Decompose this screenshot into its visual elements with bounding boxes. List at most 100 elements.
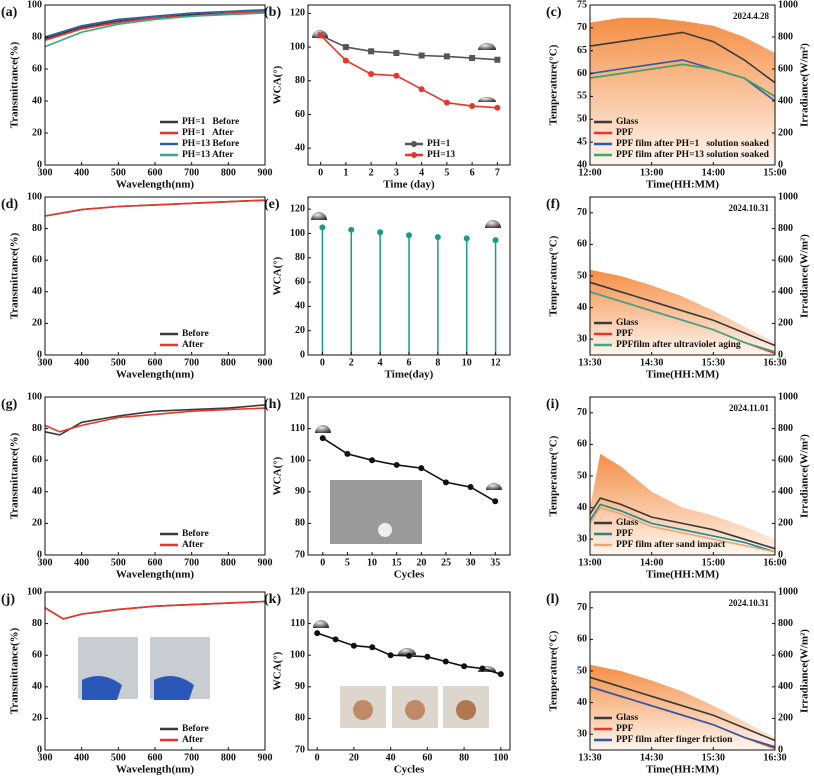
y-tick-label: 40 [577, 697, 587, 708]
y-tick-label: 100 [27, 191, 42, 202]
y-tick-label: 80 [32, 618, 42, 629]
y-tick-label: 30 [577, 533, 587, 544]
y-axis-label: Temperature(°C) [548, 235, 560, 316]
x-axis-label: Cycles [394, 569, 425, 581]
x-tick-label: 6 [407, 357, 412, 368]
x-tick-label: 500 [111, 752, 126, 763]
legend-label: PPF [616, 329, 634, 339]
y-tick-label: 120 [290, 586, 305, 597]
x-tick-label: 14:30 [640, 752, 663, 763]
y-tick-label: 70 [577, 407, 587, 418]
droplet-icon [486, 483, 502, 490]
panel: 13:30 14:30 15:30 16:30 30 40 50 60 70 0 200 400 600… [546, 191, 811, 380]
x-axis-label: Wavelength(nm) [116, 569, 195, 581]
y-tick-label: 55 [577, 91, 587, 102]
marker [344, 450, 351, 457]
y-axis-label: WCA(°) [272, 456, 284, 495]
decorations [78, 30, 502, 728]
y-axis-label: Transmittance(%) [9, 432, 21, 519]
y-tick-label: 30 [577, 333, 587, 344]
y-tick-label: 100 [290, 41, 305, 52]
series-line [44, 404, 266, 436]
y-tick-label: 70 [577, 207, 587, 218]
y-tick-label: 40 [577, 302, 587, 313]
y-tick-label: 70 [577, 602, 587, 613]
plot-area [319, 224, 499, 355]
legend-marker [411, 152, 417, 158]
series-line [44, 12, 266, 48]
stem-head [434, 234, 441, 241]
marker [424, 653, 431, 660]
x-tick-label: 800 [221, 167, 236, 178]
plot-area [314, 630, 504, 678]
y-tick-label: 90 [295, 486, 305, 497]
plot-area [44, 600, 266, 620]
marker [461, 663, 468, 670]
y-tick-label: 60 [32, 254, 42, 265]
x-tick-label: 7 [495, 167, 500, 178]
x-tick-label: 13:00 [640, 167, 663, 178]
y-tick-label: 0 [300, 349, 305, 360]
y-tick-label: 110 [291, 618, 305, 629]
stem-head [492, 237, 499, 244]
y-tick-label: 20 [32, 713, 42, 724]
legend-label: PPFfilm after ultraviolet aging [616, 340, 741, 350]
x-tick-label: 400 [74, 357, 89, 368]
y-tick-label: 40 [577, 502, 587, 513]
legend-label: PH=1 [427, 139, 451, 149]
plot-area [44, 199, 266, 217]
y2-tick-label: 600 [778, 649, 793, 660]
y2-tick-label: 1000 [778, 0, 798, 10]
x-tick-label: 600 [148, 557, 163, 568]
x-tick-label: 15:00 [702, 557, 725, 568]
y-tick-label: 80 [295, 518, 305, 529]
panel: 300 400 500 600 700 800 900 0 20 40 60 80 100 Wavelen… [1, 391, 273, 580]
y2-tick-label: 800 [778, 618, 793, 629]
marker [332, 636, 339, 643]
marker [443, 99, 450, 106]
marker [369, 457, 376, 464]
series-line [44, 600, 266, 620]
droplet-icon [398, 648, 416, 655]
series-line [589, 676, 776, 742]
x-tick-label: 800 [221, 557, 236, 568]
marker [418, 52, 425, 59]
y-tick-label: 20 [32, 127, 42, 138]
x-tick-label: 8 [435, 357, 440, 368]
x-tick-label: 700 [184, 167, 199, 178]
x-tick-label: 0 [320, 357, 325, 368]
series-line [44, 9, 266, 38]
x-tick-label: 5 [345, 557, 350, 568]
y-tick-label: 100 [290, 454, 305, 465]
x-tick-label: 15 [392, 557, 402, 568]
legend-label: PH=13 After [182, 150, 234, 160]
x-tick-label: 25 [441, 557, 451, 568]
legend-label: PPF film after PH=1 solution soaked [616, 139, 770, 149]
y-tick-label: 60 [577, 634, 587, 645]
y2-tick-label: 600 [778, 454, 793, 465]
marker [369, 644, 376, 651]
y-axis-label: WCA(°) [272, 65, 284, 104]
legend-label: Glass [616, 117, 638, 127]
x-tick-label: 500 [111, 557, 126, 568]
y-tick-label: 120 [290, 391, 305, 402]
y-tick-label: 40 [295, 142, 305, 153]
panel-label: (i) [546, 397, 560, 412]
y-axis-label: Temperature(°C) [548, 435, 560, 516]
x-axis-label: Time(HH:MM) [646, 369, 719, 381]
y2-tick-label: 200 [778, 127, 793, 138]
y-tick-label: 80 [32, 423, 42, 434]
x-tick-label: 15:00 [763, 167, 786, 178]
x-tick-label: 35 [490, 557, 500, 568]
series-line [589, 686, 776, 748]
x-tick-label: 400 [74, 752, 89, 763]
x-tick-label: 16:30 [763, 752, 786, 763]
photo-inset [82, 676, 122, 700]
x-tick-label: 3 [394, 167, 399, 178]
plot-area [44, 404, 266, 436]
panel-label: (k) [264, 592, 281, 607]
y-tick-label: 65 [577, 45, 587, 56]
legend-label: PPF [616, 529, 634, 539]
y-tick-label: 40 [32, 486, 42, 497]
